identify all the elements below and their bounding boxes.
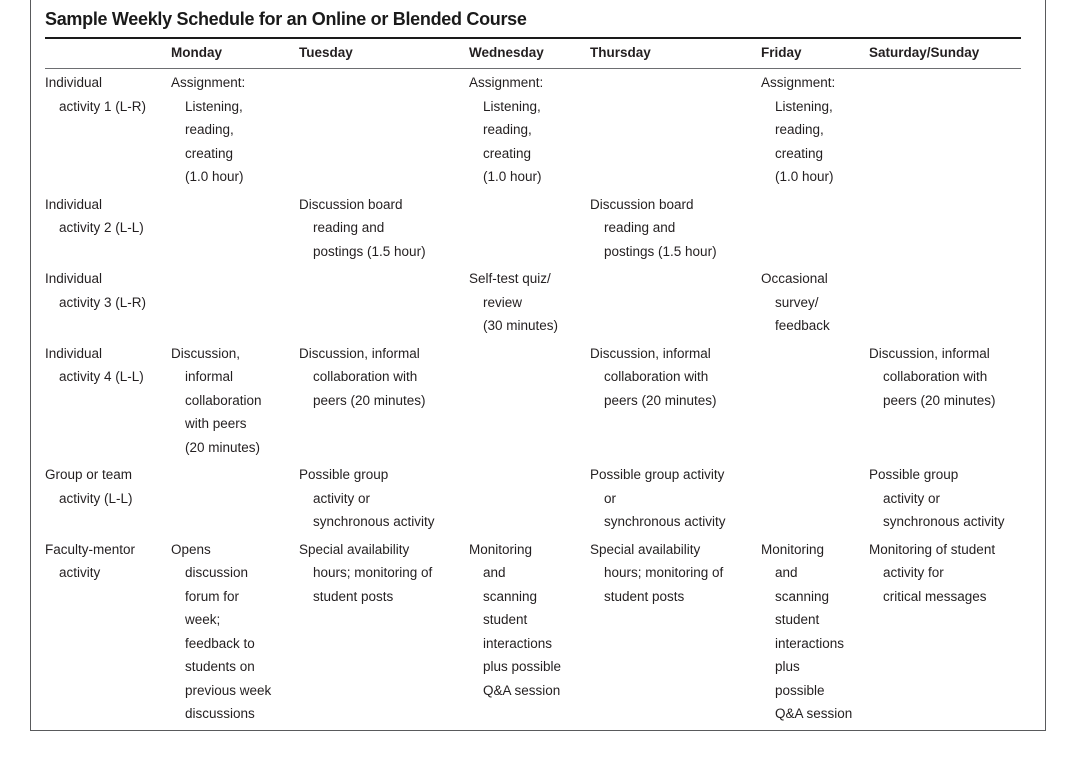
table-cell: Assignment: Listening, reading, creating… xyxy=(469,75,544,184)
figure-frame: Sample Weekly Schedule for an Online or … xyxy=(30,0,1046,731)
table-row-group-or-team-activity: Group or team activity (L-L) Possible gr… xyxy=(45,463,1021,538)
figure-title: Sample Weekly Schedule for an Online or … xyxy=(45,9,527,29)
row-label: Group or team activity (L-L) xyxy=(45,467,133,506)
table-cell: Special availability hours; monitoring o… xyxy=(590,541,724,604)
row-label: Individual activity 3 (L-R) xyxy=(45,271,147,310)
table-cell: Possible group activity or synchronous a… xyxy=(590,467,726,529)
table-header-row: Monday Tuesday Wednesday Thursday Friday… xyxy=(45,37,1021,69)
table-cell: Monitoring of student activity for criti… xyxy=(869,541,996,604)
table-cell: Opens discussion forum for week; feedbac… xyxy=(171,541,272,722)
table-body: Individual activity 1 (L-R) Assignment: … xyxy=(45,69,1021,730)
schedule-table: Monday Tuesday Wednesday Thursday Friday… xyxy=(45,37,1021,730)
column-header-tuesday: Tuesday xyxy=(299,45,353,60)
table-cell: Occasional survey/ feedback xyxy=(761,271,830,333)
column-header-monday: Monday xyxy=(171,45,223,60)
table-cell: Monitoring and scanning student interact… xyxy=(761,541,853,722)
table-cell: Assignment: Listening, reading, creating… xyxy=(761,75,836,184)
column-header-thursday: Thursday xyxy=(590,45,651,60)
row-label: Individual activity 4 (L-L) xyxy=(45,345,144,385)
table-row-individual-activity-1: Individual activity 1 (L-R) Assignment: … xyxy=(45,71,1021,193)
table-cell: Possible group activity or synchronous a… xyxy=(299,467,435,529)
table-row-individual-activity-3: Individual activity 3 (L-R) Self-test qu… xyxy=(45,267,1021,342)
row-label: Individual activity 1 (L-R) xyxy=(45,75,147,114)
table-cell: Discussion, informal collaboration with … xyxy=(869,345,996,408)
table-bottom-rule xyxy=(45,729,1021,730)
table-cell: Discussion, informal collaboration with … xyxy=(299,345,426,408)
row-label: Individual activity 2 (L-L) xyxy=(45,196,144,236)
column-header-blank xyxy=(45,45,171,61)
table-row-individual-activity-4: Individual activity 4 (L-L) Discussion, … xyxy=(45,342,1021,464)
table-cell: Special availability hours; monitoring o… xyxy=(299,541,433,604)
table-cell: Discussion, informal collaboration with … xyxy=(171,345,262,455)
column-header-wednesday: Wednesday xyxy=(469,45,544,60)
table-cell: Assignment: Listening, reading, creating… xyxy=(171,75,246,184)
table-cell: Self-test quiz/ review (30 minutes) xyxy=(469,271,559,333)
table-row-individual-activity-2: Individual activity 2 (L-L) Discussion b… xyxy=(45,193,1021,268)
column-header-saturday-sunday: Saturday/Sunday xyxy=(869,45,980,60)
column-header-friday: Friday xyxy=(761,45,802,60)
table-cell: Possible group activity or synchronous a… xyxy=(869,467,1005,529)
table-cell: Monitoring and scanning student interact… xyxy=(469,541,562,698)
table-row-faculty-mentor-activity: Faculty-mentor activity Opens discussion… xyxy=(45,538,1021,730)
table-cell: Discussion board reading and postings (1… xyxy=(590,196,717,259)
table-cell: Discussion, informal collaboration with … xyxy=(590,345,717,408)
row-label: Faculty-mentor activity xyxy=(45,541,136,581)
table-cell: Discussion board reading and postings (1… xyxy=(299,196,426,259)
